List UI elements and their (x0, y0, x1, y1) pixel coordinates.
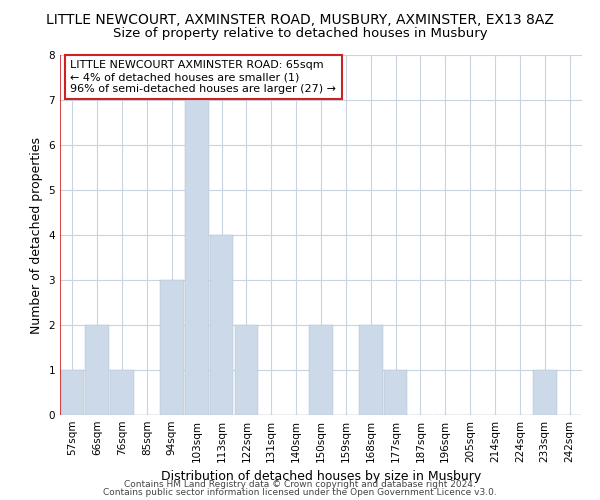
Bar (85, 325, 109, 415)
Bar (533, 370, 557, 415)
Text: Size of property relative to detached houses in Musbury: Size of property relative to detached ho… (113, 28, 487, 40)
Bar (359, 325, 383, 415)
Y-axis label: Number of detached properties: Number of detached properties (30, 136, 43, 334)
Text: LITTLE NEWCOURT, AXMINSTER ROAD, MUSBURY, AXMINSTER, EX13 8AZ: LITTLE NEWCOURT, AXMINSTER ROAD, MUSBURY… (46, 12, 554, 26)
Bar (185, 100, 209, 415)
Text: Contains public sector information licensed under the Open Government Licence v3: Contains public sector information licen… (103, 488, 497, 497)
Text: LITTLE NEWCOURT AXMINSTER ROAD: 65sqm
← 4% of detached houses are smaller (1)
96: LITTLE NEWCOURT AXMINSTER ROAD: 65sqm ← … (70, 60, 337, 94)
Bar (210, 235, 233, 415)
Bar (384, 370, 407, 415)
X-axis label: Distribution of detached houses by size in Musbury: Distribution of detached houses by size … (161, 470, 481, 484)
Bar (309, 325, 333, 415)
Bar (110, 370, 134, 415)
Bar (160, 280, 184, 415)
Bar (235, 325, 258, 415)
Text: Contains HM Land Registry data © Crown copyright and database right 2024.: Contains HM Land Registry data © Crown c… (124, 480, 476, 489)
Bar (61, 370, 84, 415)
